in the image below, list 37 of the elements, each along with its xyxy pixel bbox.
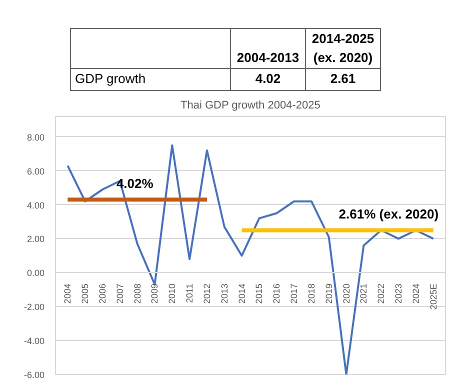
text: 2.61: [306, 68, 380, 90]
x-tick-label: 2011: [184, 284, 195, 304]
x-tick-label: 2019: [324, 284, 334, 304]
x-tick-label: 2022: [376, 284, 386, 304]
y-tick-label: -6.00: [24, 370, 44, 380]
x-tick-label: 2005: [80, 284, 90, 304]
text: GDP growth: [70, 68, 230, 90]
text: 2004-2013: [230, 28, 306, 69]
y-tick-label: -4.00: [24, 336, 44, 346]
x-tick-label: 2006: [98, 284, 108, 304]
x-tick-label: 2023: [393, 284, 404, 304]
x-tick-label: 2017: [289, 284, 300, 304]
x-tick-label: 2004: [62, 284, 73, 304]
x-tick-label: 2024: [410, 284, 421, 304]
y-tick-label: 2.00: [26, 234, 45, 244]
y-tick-label: 0.00: [26, 268, 45, 278]
text: 4.02: [230, 68, 306, 90]
x-tick-label: 2025E: [428, 284, 438, 310]
x-tick-label: 2007: [114, 284, 125, 304]
x-tick-label: 2018: [306, 284, 316, 304]
chart-title: Thai GDP growth 2004-2025: [180, 100, 320, 112]
x-tick-label: 2016: [272, 284, 282, 304]
annotation: 2.61% (ex. 2020): [338, 206, 439, 222]
x-tick-label: 2021: [358, 284, 369, 304]
y-tick-label: 8.00: [26, 132, 45, 142]
x-tick-label: 2008: [132, 284, 142, 304]
x-tick-label: 2013: [219, 284, 230, 304]
x-tick-label: 2009: [150, 284, 160, 304]
y-tick-label: 4.00: [26, 200, 45, 210]
x-tick-label: 2020: [341, 284, 352, 304]
x-tick-label: 2014: [236, 284, 247, 304]
x-tick-label: 2015: [254, 284, 264, 304]
x-tick-label: 2012: [202, 284, 212, 304]
y-tick-label: -2.00: [24, 302, 44, 312]
x-tick-label: 2010: [167, 284, 178, 304]
y-tick-label: 6.00: [26, 166, 45, 176]
text: 2014-2025 (ex. 2020): [306, 28, 380, 69]
